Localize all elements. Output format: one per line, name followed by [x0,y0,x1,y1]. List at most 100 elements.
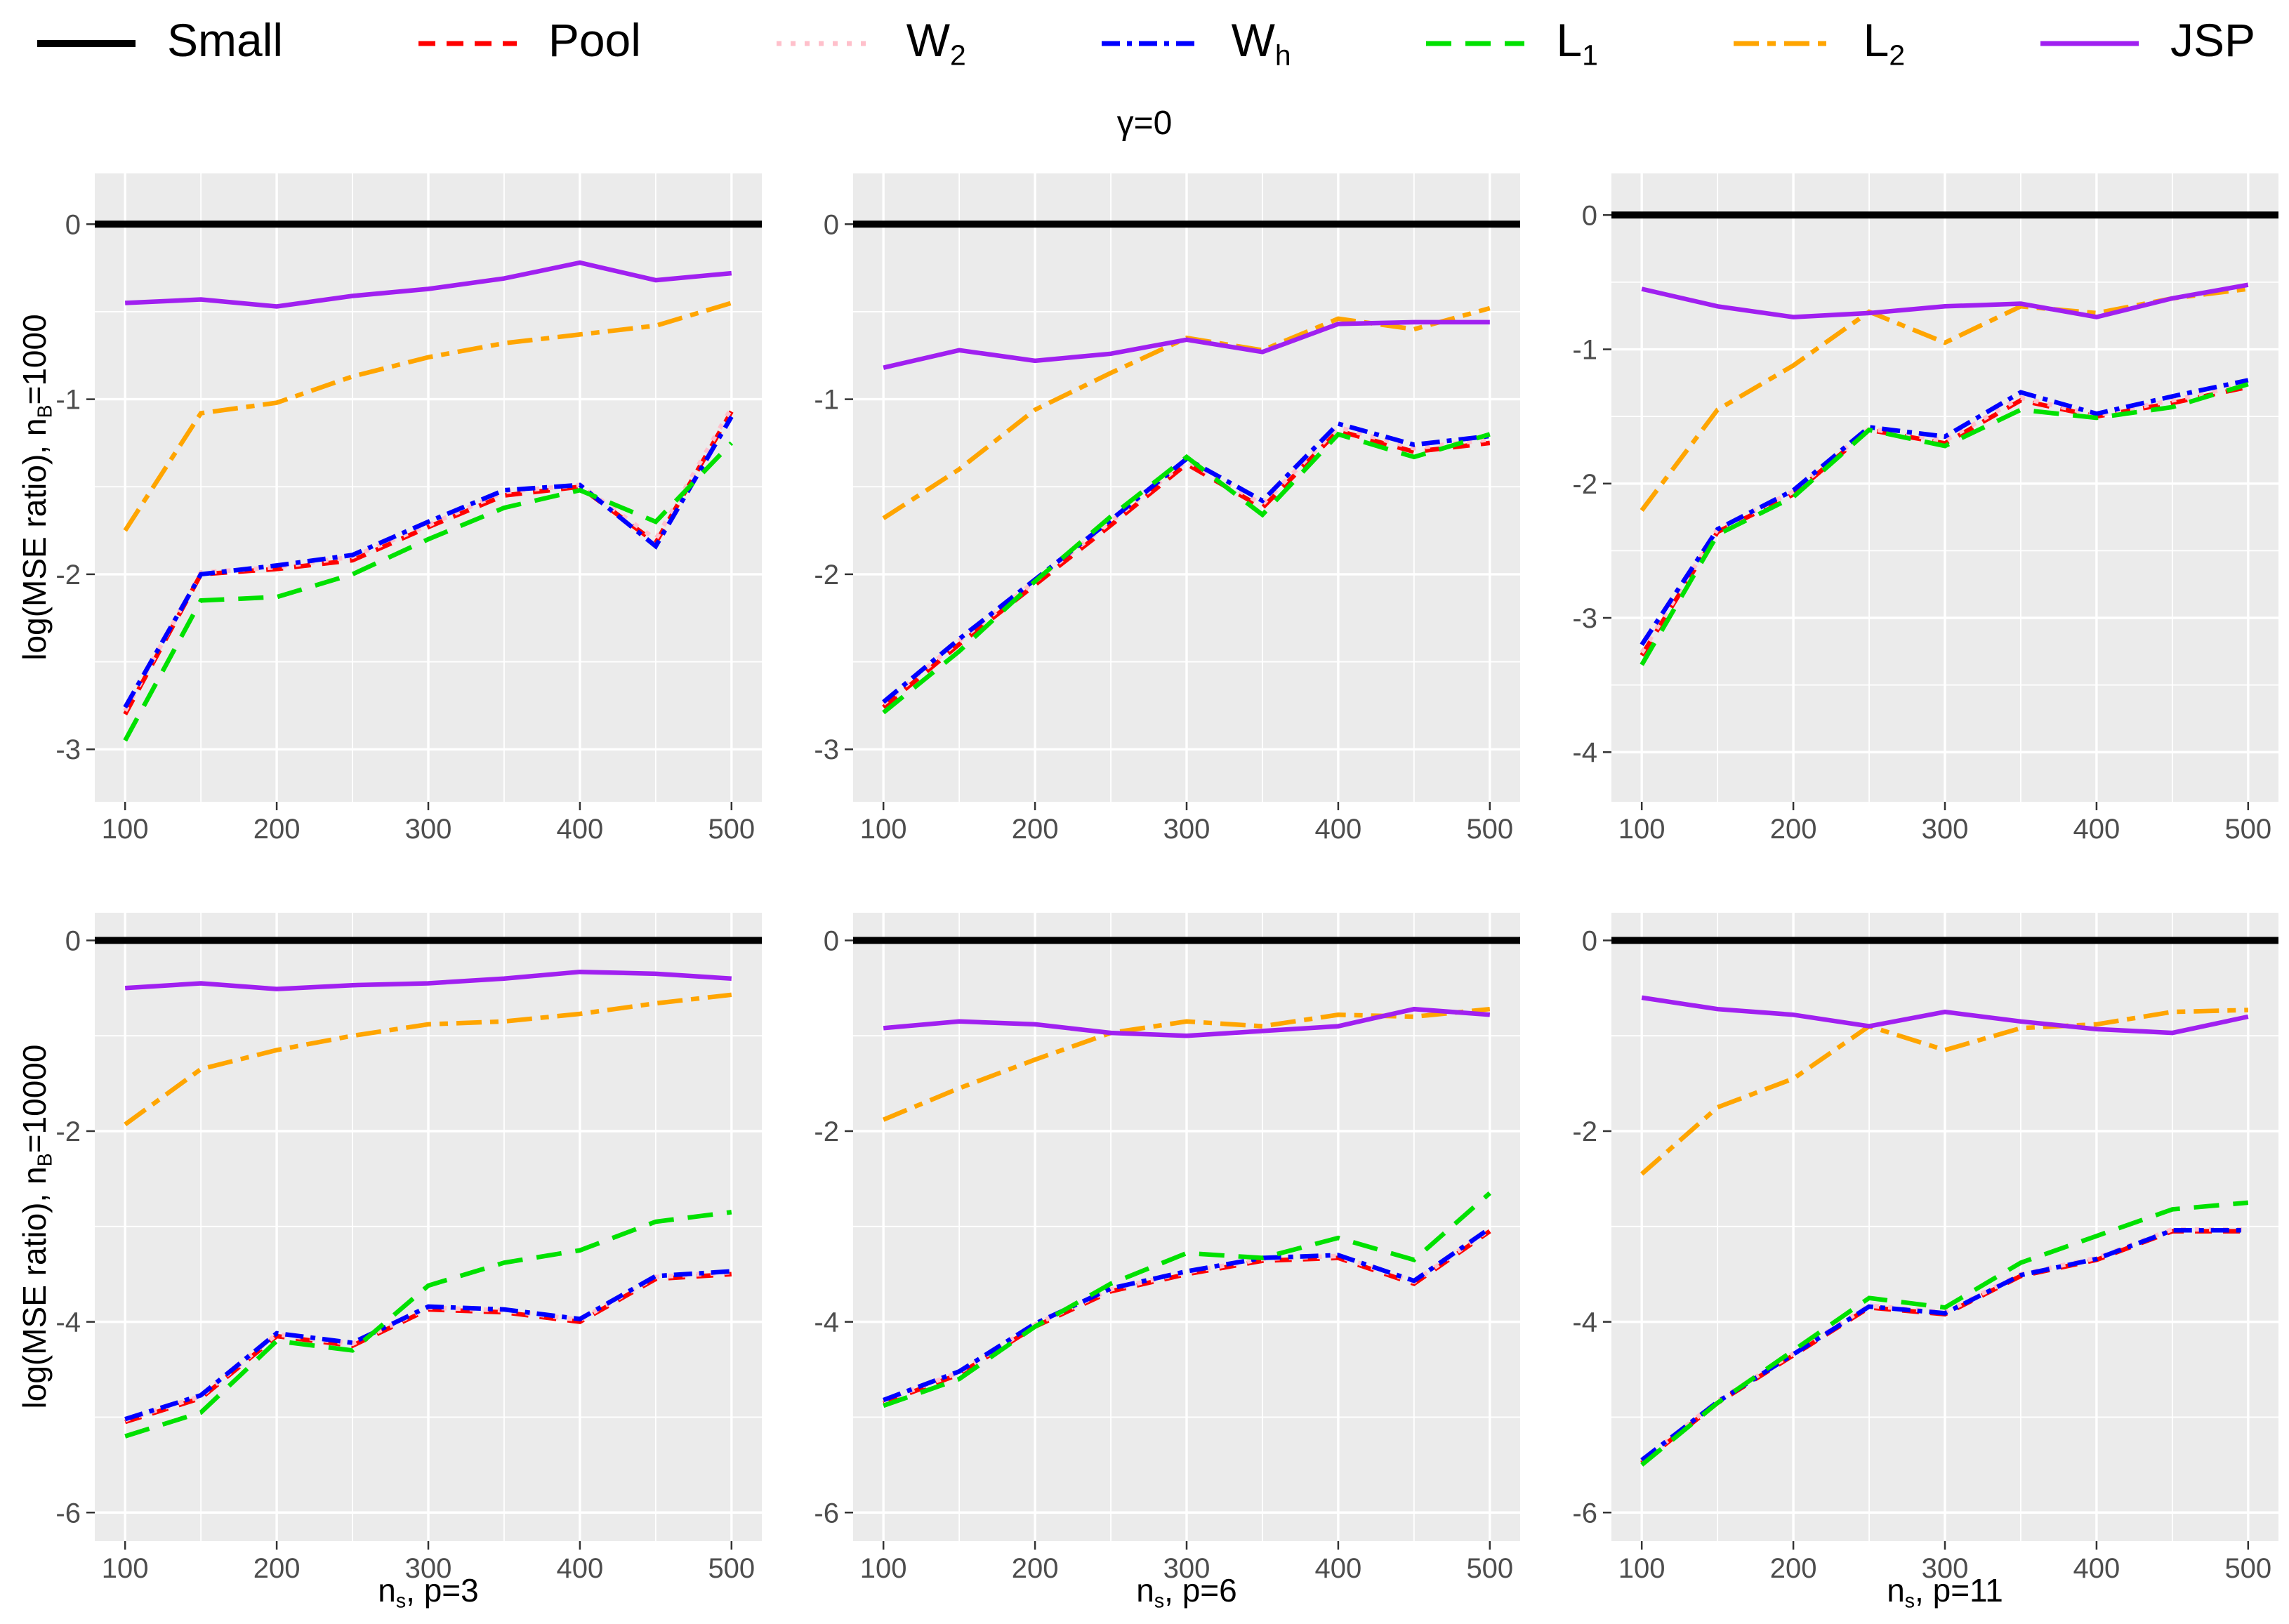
legend-key-l1-line-icon [1426,41,1525,46]
x-tick-label: 500 [1466,1553,1513,1584]
x-tick-label: 400 [1315,814,1362,845]
legend-item-l2: L2 [1730,17,1905,70]
facet-p11-nb10000: 100 200 300 400 500 0 -2 -4 -6 [1572,913,2278,1584]
x-tick-label: 300 [1163,814,1211,845]
x-tick-label: 400 [557,814,604,845]
x-axis-title-p11: ns, p=11 [1887,1572,2003,1613]
facet-p3-nb10000: 100 200 300 400 500 0 -2 -4 -6 [55,913,762,1584]
series-L1 [1640,1200,2249,1467]
chart-title: γ=0 [1116,105,1173,142]
y-tick-label: -4 [814,1307,839,1338]
series-Pool [883,1229,1491,1406]
series-L1 [124,1210,732,1439]
x-tick-label: 100 [102,814,149,845]
x-tick-label: 100 [860,1553,907,1584]
series-JSP [883,1006,1491,1038]
y-tick-label: -2 [814,560,839,590]
y-tick-label: -3 [814,734,839,765]
x-tick-label: 200 [253,1553,301,1584]
x-tick-label: 400 [2073,1553,2120,1584]
legend-item-w2: W2 [773,17,966,70]
facet-p6-nb1000: 100 200 300 400 500 0 -1 -2 -3 [814,173,1520,845]
y-tick-label: -1 [814,385,839,416]
y-tick-label: -4 [1572,1307,1597,1338]
x-tick-label: 200 [253,814,301,845]
legend-label-l2: L2 [1863,14,1906,72]
y-tick-label: 0 [65,209,81,240]
x-axis-title-p3: ns, p=3 [378,1572,479,1613]
legend-item-pool: Pool [415,17,641,70]
x-tick-label: 100 [1618,814,1665,845]
legend-key-w2-line-icon [776,41,875,46]
legend-key-jsp-line-icon [2040,41,2139,46]
legend-key-wh-line-icon [1101,41,1200,46]
x-axis-title-p6: ns, p=6 [1136,1572,1237,1613]
legend-key-l2-line-icon [1733,41,1832,46]
legend-label-pool: Pool [548,14,641,67]
y-tick-label: 0 [65,925,81,956]
y-tick-label: 0 [824,209,839,240]
y-tick-label: -2 [55,1116,81,1147]
x-tick-label: 500 [708,1553,755,1584]
series-L1 [882,431,1491,715]
x-tick-label: 300 [1922,814,1969,845]
x-tick-label: 200 [1012,1553,1059,1584]
x-tick-label: 100 [860,814,907,845]
x-tick-label: 300 [1163,1553,1211,1584]
y-tick-label: -2 [814,1116,839,1147]
series-JSP [125,260,732,309]
legend-item-wh: Wh [1098,17,1291,70]
legend-item-jsp: JSP [2037,17,2255,70]
series-L2 [1640,1008,2248,1176]
y-tick-label: 0 [1582,200,1597,231]
x-tick-label: 300 [405,814,452,845]
legend-item-l1: L1 [1423,14,1598,72]
series-JSP [1641,282,2249,319]
series-Wh [883,1226,1491,1403]
legend-label-small: Small [167,14,284,67]
x-tick-label: 100 [1618,1553,1665,1584]
x-tick-label: 400 [557,1553,604,1584]
y-tick-label: -1 [55,385,81,416]
y-tick-label: -6 [814,1498,839,1529]
x-tick-label: 100 [102,1553,149,1584]
legend-key-pool-line-icon [418,41,517,46]
x-tick-label: 500 [708,814,755,845]
y-tick-label: -2 [55,560,81,590]
legend-label-jsp: JSP [2170,14,2255,67]
x-tick-label: 500 [2224,814,2271,845]
y-tick-label: -2 [1572,469,1597,500]
legend-label-w2: W2 [906,14,966,72]
series-Wh [1640,378,2249,647]
x-tick-label: 200 [1770,814,1817,845]
legend: Small Pool W2 Wh L1 L2 JSP [34,4,2255,83]
series-JSP [883,319,1490,370]
x-tick-label: 500 [2224,1553,2271,1584]
series-JSP [1641,995,2249,1036]
y-tick-label: -1 [1572,335,1597,366]
x-tick-label: 400 [1315,1553,1362,1584]
facet-p6-nb10000: 100 200 300 400 500 0 -2 -4 -6 [814,913,1520,1584]
y-tick-label: 0 [824,925,839,956]
x-tick-label: 200 [1770,1553,1817,1584]
y-tick-label: -4 [55,1307,81,1338]
x-tick-label: 200 [1012,814,1059,845]
series-L1 [1640,382,2249,666]
x-tick-label: 500 [1466,814,1513,845]
facet-p3-nb1000: 100 200 300 400 500 0 -1 -2 -3 [55,173,762,845]
legend-item-small: Small [34,17,283,70]
y-tick-label: -3 [1572,603,1597,634]
y-tick-label: -4 [1572,737,1597,768]
y-tick-label: -3 [55,734,81,765]
series-L1 [123,441,734,742]
legend-label-l1: L1 [1556,14,1598,72]
series-Wh [124,1269,732,1422]
x-tick-label: 400 [2073,814,2120,845]
legend-key-small-line-icon [37,40,136,47]
y-tick-label: 0 [1582,925,1597,956]
series-L2 [123,301,732,532]
y-tick-label: -2 [1572,1116,1597,1147]
y-tick-label: -6 [1572,1498,1597,1529]
series-JSP [124,969,732,991]
x-tick-label: 300 [405,1553,452,1584]
